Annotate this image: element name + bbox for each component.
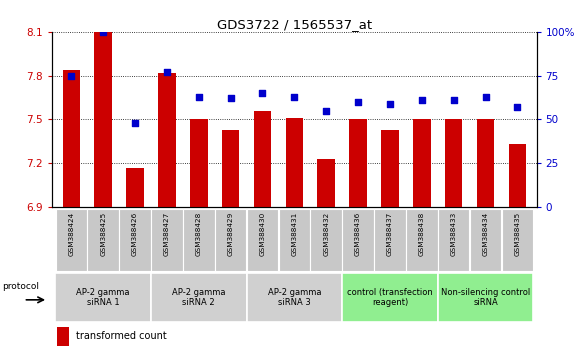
FancyBboxPatch shape [406, 209, 437, 271]
Point [513, 104, 522, 110]
Text: GSM388425: GSM388425 [100, 212, 106, 256]
Bar [445, 120, 462, 207]
Point [321, 108, 331, 114]
Point [226, 96, 235, 101]
Text: AP-2 gamma
siRNA 2: AP-2 gamma siRNA 2 [172, 288, 226, 307]
FancyBboxPatch shape [342, 273, 438, 322]
Point [130, 120, 140, 126]
Text: GSM388435: GSM388435 [514, 212, 520, 256]
Text: GSM388432: GSM388432 [323, 212, 329, 256]
FancyBboxPatch shape [56, 209, 87, 271]
Text: GSM388430: GSM388430 [259, 212, 266, 256]
Bar [63, 70, 80, 207]
FancyBboxPatch shape [215, 209, 246, 271]
Bar [190, 120, 208, 207]
Bar [126, 168, 144, 207]
Point [353, 99, 362, 105]
FancyBboxPatch shape [88, 209, 119, 271]
Text: GSM388437: GSM388437 [387, 212, 393, 256]
Bar [253, 111, 271, 207]
Point [449, 97, 458, 103]
Bar [285, 118, 303, 207]
Text: GSM388426: GSM388426 [132, 212, 138, 256]
Bar [95, 32, 112, 207]
FancyBboxPatch shape [183, 209, 215, 271]
Bar [57, 327, 69, 346]
Point [99, 29, 108, 35]
Bar [413, 120, 430, 207]
FancyBboxPatch shape [246, 273, 342, 322]
Title: GDS3722 / 1565537_at: GDS3722 / 1565537_at [217, 18, 372, 31]
Point [162, 69, 172, 75]
Bar [477, 120, 494, 207]
Point [290, 94, 299, 99]
Bar [349, 120, 367, 207]
Point [258, 90, 267, 96]
Bar [158, 73, 176, 207]
Text: transformed count: transformed count [77, 331, 167, 341]
FancyBboxPatch shape [278, 209, 310, 271]
Text: GSM388436: GSM388436 [355, 212, 361, 256]
FancyBboxPatch shape [55, 273, 151, 322]
Bar [509, 144, 526, 207]
Text: GSM388429: GSM388429 [227, 212, 234, 256]
Text: GSM388433: GSM388433 [451, 212, 456, 256]
Bar [222, 130, 240, 207]
Bar [317, 159, 335, 207]
FancyBboxPatch shape [438, 273, 534, 322]
FancyBboxPatch shape [342, 209, 374, 271]
Point [67, 73, 76, 79]
FancyBboxPatch shape [438, 209, 469, 271]
Point [194, 94, 204, 99]
Text: GSM388438: GSM388438 [419, 212, 425, 256]
Text: GSM388428: GSM388428 [196, 212, 202, 256]
Text: GSM388427: GSM388427 [164, 212, 170, 256]
Text: GSM388424: GSM388424 [68, 212, 74, 256]
FancyBboxPatch shape [502, 209, 533, 271]
Text: GSM388434: GSM388434 [483, 212, 488, 256]
FancyBboxPatch shape [470, 209, 501, 271]
Text: AP-2 gamma
siRNA 3: AP-2 gamma siRNA 3 [267, 288, 321, 307]
FancyBboxPatch shape [119, 209, 151, 271]
Text: AP-2 gamma
siRNA 1: AP-2 gamma siRNA 1 [77, 288, 130, 307]
Bar [381, 130, 398, 207]
FancyBboxPatch shape [374, 209, 405, 271]
FancyBboxPatch shape [151, 273, 246, 322]
FancyBboxPatch shape [151, 209, 183, 271]
Text: protocol: protocol [2, 282, 39, 291]
Point [385, 101, 394, 107]
Point [481, 94, 490, 99]
Text: GSM388431: GSM388431 [291, 212, 298, 256]
Point [417, 97, 426, 103]
FancyBboxPatch shape [310, 209, 342, 271]
Text: control (transfection
reagent): control (transfection reagent) [347, 288, 433, 307]
FancyBboxPatch shape [246, 209, 278, 271]
Text: Non-silencing control
siRNA: Non-silencing control siRNA [441, 288, 530, 307]
